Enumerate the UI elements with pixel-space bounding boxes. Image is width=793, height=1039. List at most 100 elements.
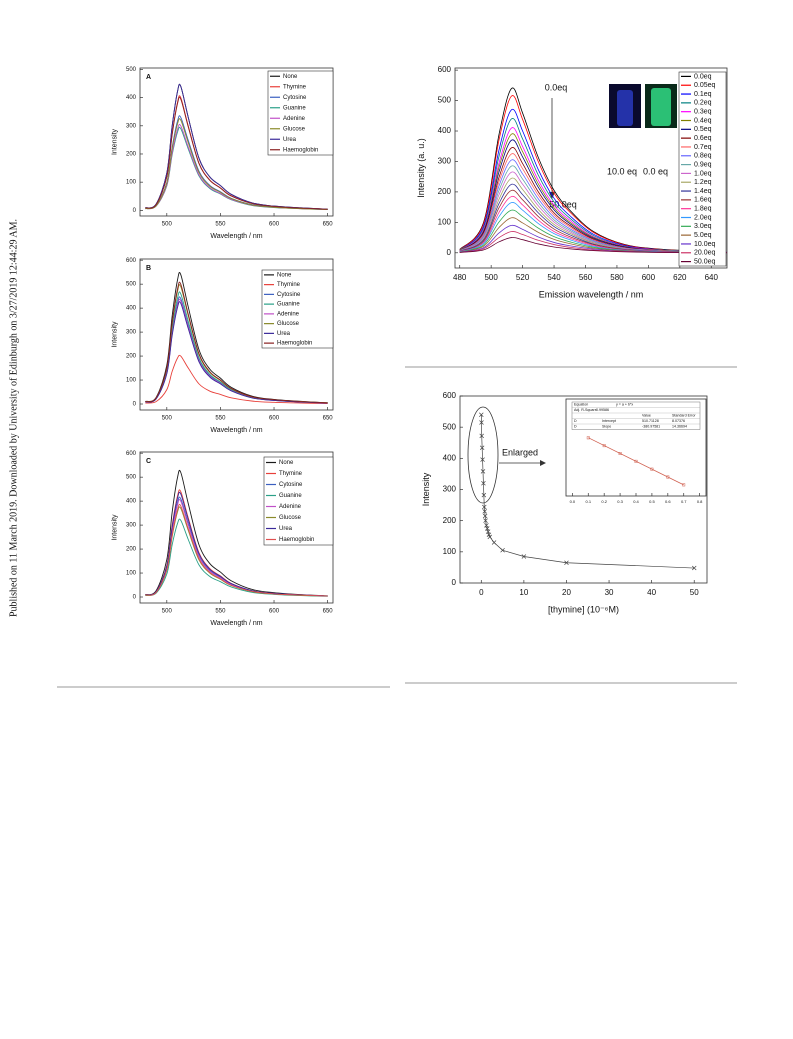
y-tick-label: 500 [438, 96, 452, 105]
y-tick-label: 400 [126, 306, 137, 312]
legend-label: Urea [279, 526, 293, 532]
y-tick-label: 100 [126, 378, 137, 384]
x-tick-label: 600 [642, 273, 656, 282]
point [602, 444, 606, 448]
table-cell: 0.99586 [596, 408, 609, 412]
x-tick-label: 500 [162, 609, 173, 615]
series-line [459, 95, 728, 253]
y-tick-label: 0 [447, 248, 452, 257]
x-tick-label: 620 [673, 273, 687, 282]
y-tick-label: 200 [126, 547, 137, 553]
legend-label: Cytosine [279, 482, 303, 488]
legend-label: 0.8eq [694, 153, 712, 160]
series-line [145, 301, 328, 404]
legend-label: 0.05eq [694, 82, 716, 89]
x-tick-label: 50 [690, 588, 699, 597]
legend-label: 0.2eq [694, 100, 712, 107]
legend-label: None [277, 272, 292, 278]
point [482, 509, 487, 514]
y-tick-label: 0 [133, 208, 137, 214]
x-tick-label: 0.5 [649, 499, 655, 504]
x-tick-label: 480 [453, 273, 467, 282]
legend-label: 0.5eq [694, 126, 712, 133]
legend-label: 0.6eq [694, 135, 712, 142]
point [479, 433, 484, 439]
x-axis-label: Wavelength / nm [210, 427, 262, 434]
y-tick-label: 400 [443, 453, 457, 462]
x-tick-label: 600 [269, 222, 280, 228]
x-tick-label: 650 [323, 222, 334, 228]
y-tick-label: 500 [126, 475, 137, 481]
x-tick-label: 650 [323, 416, 334, 422]
legend-label: 1.4eq [694, 188, 712, 195]
legend-label: 0.9eq [694, 161, 712, 168]
panel-label: B [146, 265, 151, 272]
y-tick-label: 600 [126, 258, 137, 264]
x-axis-label: Wavelength / nm [210, 233, 262, 240]
table-cell: Intercept [602, 419, 616, 423]
legend-label: Guanine [279, 493, 302, 499]
x-tick-label: 550 [215, 222, 226, 228]
legend-label: Glucose [279, 515, 302, 521]
legend-label: 3.0eq [694, 223, 712, 230]
x-tick-label: 560 [579, 273, 593, 282]
y-tick-label: 400 [126, 499, 137, 505]
y-tick-label: 200 [126, 354, 137, 360]
y-tick-label: 100 [126, 571, 137, 577]
legend-label: Thymine [279, 471, 303, 477]
table-cell: y = a + b*x [616, 403, 633, 407]
series-line [459, 139, 728, 253]
table-cell: -380.97581 [642, 425, 660, 429]
legend-label: Thymine [277, 282, 301, 288]
legend-label: Glucose [283, 126, 306, 132]
series-line [145, 96, 328, 210]
point [479, 420, 484, 425]
y-axis-label: Intensity [112, 514, 119, 541]
series-line [145, 491, 328, 597]
y-tick-label: 200 [438, 187, 452, 196]
legend-label: Urea [283, 137, 297, 143]
photo-vial [617, 90, 633, 126]
y-tick-label: 300 [438, 157, 452, 166]
series-line [145, 469, 328, 597]
series-line [145, 354, 328, 404]
point [634, 459, 638, 463]
arrow-head [540, 460, 546, 466]
y-tick-label: 600 [438, 65, 452, 74]
series-line [480, 414, 695, 569]
x-tick-label: 640 [705, 273, 719, 282]
y-axis-label: Intensity (a. u.) [416, 138, 426, 198]
y-tick-label: 200 [126, 152, 137, 158]
table-cell: Adj. R-Square [574, 408, 597, 412]
legend-label: 1.2eq [694, 179, 712, 186]
fit-line [588, 437, 684, 486]
table-cell: 510.71128 [642, 419, 659, 423]
fit-table [571, 401, 701, 430]
table-cell: 8.07376 [672, 419, 685, 423]
point [481, 492, 487, 498]
annotation: 0.0 eq [643, 166, 668, 176]
legend-label: 20.0eq [694, 250, 716, 257]
point [480, 457, 485, 462]
point [479, 412, 484, 417]
legend-label: 5.0eq [694, 232, 712, 239]
point [500, 548, 505, 553]
legend-label: Guanine [277, 302, 300, 308]
point [479, 445, 485, 450]
legend-box [261, 269, 334, 349]
legend-box [267, 70, 334, 156]
table-cell: Standard Error [672, 414, 696, 418]
y-tick-label: 500 [126, 282, 137, 288]
y-tick-label: 100 [443, 547, 457, 556]
point [482, 513, 488, 519]
y-tick-label: 100 [126, 180, 137, 186]
x-tick-label: 500 [484, 273, 498, 282]
ellipse [467, 406, 499, 504]
point [482, 504, 487, 510]
x-tick-label: 550 [215, 416, 226, 422]
legend-label: Haemoglobin [279, 537, 314, 543]
x-tick-label: 550 [215, 609, 226, 615]
point [666, 475, 670, 479]
x-tick-label: 0.6 [665, 499, 671, 504]
y-tick-label: 500 [126, 67, 137, 73]
